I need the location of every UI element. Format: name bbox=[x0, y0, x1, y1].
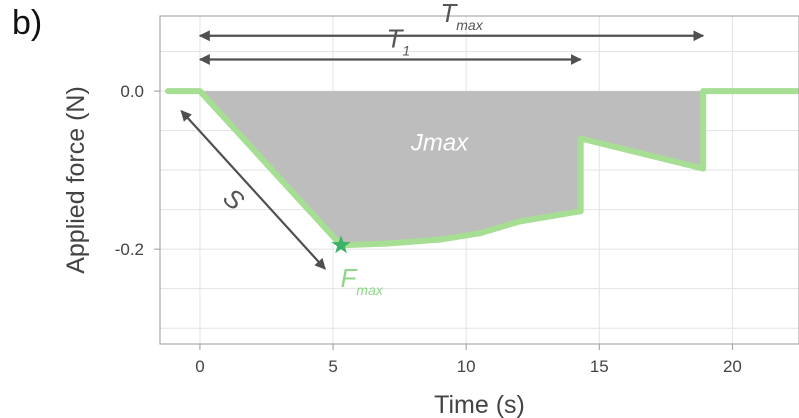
plot-frame bbox=[159, 15, 799, 345]
x-axis-title: Time (s) bbox=[434, 391, 525, 418]
x-tick-label: 5 bbox=[328, 357, 337, 376]
tmax-label: Tmax bbox=[440, 0, 483, 33]
fmax-label: Fmax bbox=[341, 263, 384, 298]
s-arrow bbox=[180, 110, 326, 270]
panel-label: b) bbox=[12, 4, 43, 42]
t1-label: T1 bbox=[386, 23, 410, 58]
x-tick-label: 20 bbox=[723, 357, 742, 376]
jmax-label: Jmax bbox=[410, 129, 469, 156]
x-tick-label: 0 bbox=[195, 357, 204, 376]
x-tick-label: 15 bbox=[590, 357, 609, 376]
y-axis-title: Applied force (N) bbox=[62, 86, 90, 274]
fmax-star-marker bbox=[331, 235, 351, 254]
x-tick-label: 10 bbox=[457, 357, 476, 376]
jmax-shaded-area bbox=[199, 91, 704, 246]
y-tick-label: -0.2 bbox=[115, 240, 144, 259]
y-tick-label: 0.0 bbox=[120, 82, 144, 101]
x-axis-ticks: 0 5 10 15 20 bbox=[195, 344, 742, 376]
y-axis-ticks: 0.0 -0.2 bbox=[115, 82, 160, 259]
annotations: Tmax T1 S Jmax Fmax bbox=[180, 0, 705, 298]
s-label: S bbox=[218, 182, 251, 217]
